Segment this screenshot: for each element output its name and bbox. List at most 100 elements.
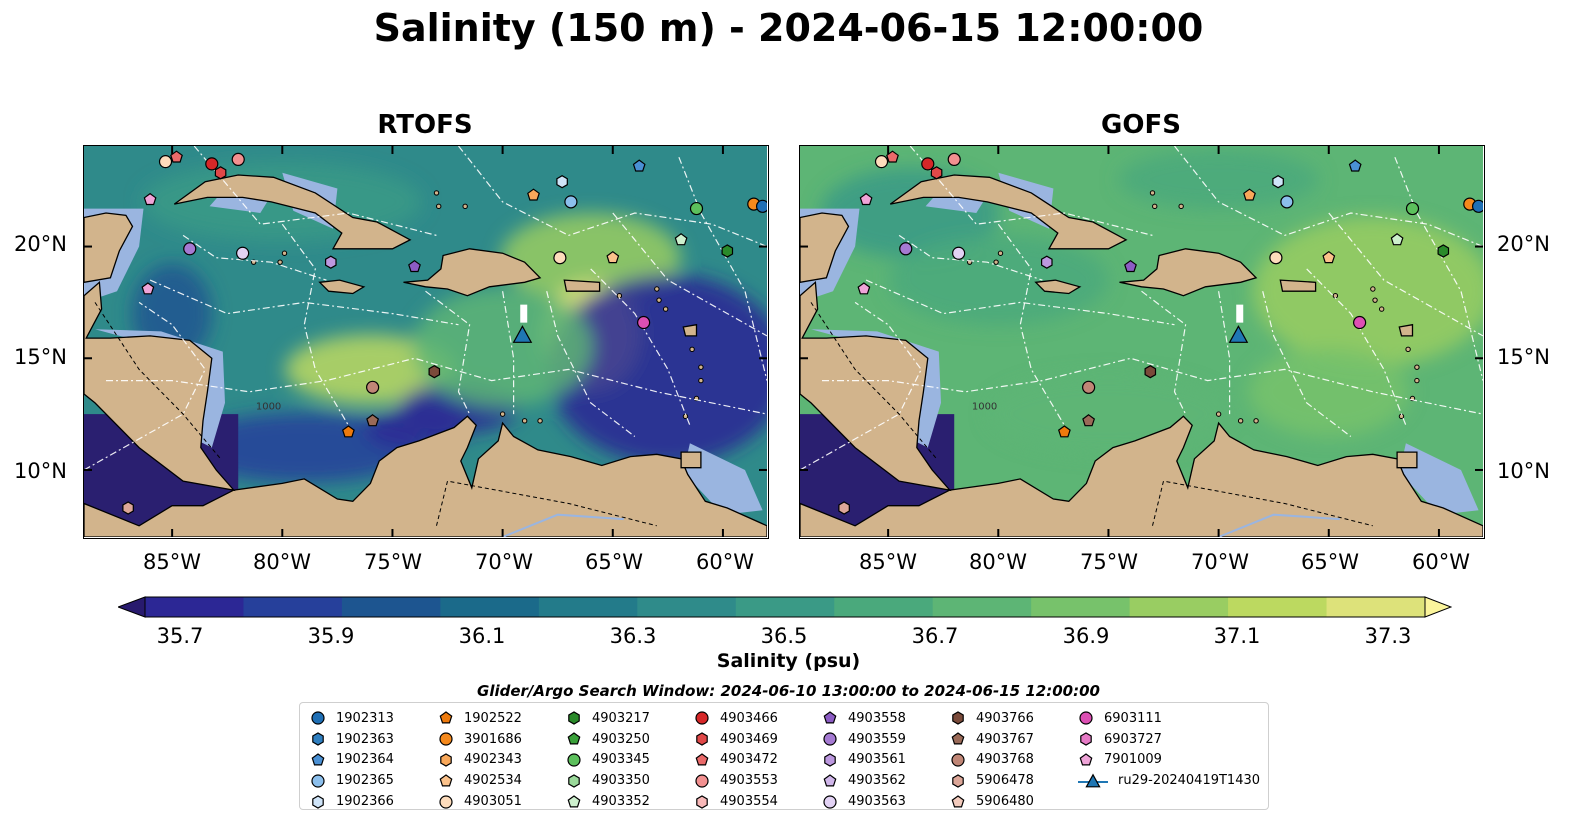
colorbar-tick-label: 36.3: [609, 624, 657, 648]
legend-label: 4903559: [848, 731, 906, 747]
legend-marker: [823, 774, 837, 787]
circle-marker-icon: [695, 711, 709, 725]
eez-boundary-line: [865, 279, 1175, 326]
colorbar-segment: [834, 597, 934, 617]
eez-boundary-line: [1328, 212, 1483, 337]
hexagon-marker-icon: [568, 711, 580, 726]
lon-tick-label: 75°W: [1080, 550, 1138, 574]
legend-column: 1902313 1902363 1902364 1902365 1902366: [310, 708, 440, 812]
legend-item: 4903469: [694, 729, 824, 750]
argo-float-marker: [366, 380, 380, 394]
island: [698, 364, 704, 370]
island: [698, 377, 704, 384]
island: [1178, 203, 1184, 210]
glider-marker: [512, 325, 533, 343]
legend-label: 5906480: [976, 794, 1034, 810]
lat-tick-label-right: 20°N: [1497, 232, 1550, 256]
circle-marker-icon: [439, 732, 453, 746]
legend-marker: [952, 774, 964, 788]
legend-marker: [823, 732, 837, 746]
legend-label: 1902363: [336, 731, 394, 747]
pentagon-marker-icon: [951, 794, 965, 808]
circle-marker-icon: [439, 794, 453, 809]
pentagon-marker-icon: [695, 753, 709, 766]
argo-float-marker: [1057, 425, 1071, 438]
colorbar-segment: [538, 597, 638, 617]
pentagon-marker-icon: [311, 753, 325, 766]
argo-float-marker: [952, 246, 966, 260]
legend-marker: [1079, 753, 1093, 766]
legend-column: 6903111 6903727 7901009 ru29-20240419T1430: [1078, 708, 1260, 791]
circle-marker-icon: [311, 774, 325, 788]
landmass-centralAmerica: [84, 280, 236, 492]
landmass-centralAmerica: [800, 280, 952, 492]
legend-label: ru29-20240419T1430: [1118, 773, 1261, 789]
island: [462, 203, 468, 210]
eez-boundary-line: [1306, 268, 1407, 426]
argo-float-marker: [1082, 380, 1096, 394]
eez-boundary-line: [800, 301, 922, 471]
island: [281, 250, 288, 256]
argo-float-marker: [637, 315, 651, 330]
argo-float-marker: [606, 250, 620, 264]
argo-float-marker: [1243, 188, 1256, 201]
legend-marker: [951, 794, 965, 808]
legend-item: 4903562: [822, 770, 952, 791]
colorbar-low-extension: [118, 596, 146, 618]
circle-marker-icon: [567, 753, 581, 767]
landmass-hispaniola: [1119, 248, 1258, 297]
legend-item: 4903217: [566, 708, 696, 729]
colorbar-segment: [1326, 597, 1426, 617]
lon-tick-label: 75°W: [364, 550, 422, 574]
landmass-hispaniola: [403, 248, 542, 297]
lat-tick-label-right: 15°N: [1497, 345, 1550, 369]
colorbar-tick-label: 37.3: [1364, 624, 1412, 648]
argo-float-marker: [1269, 251, 1283, 265]
hexagon-marker-icon: [696, 732, 708, 746]
glider-marker: [1228, 325, 1249, 343]
shelf-area: [683, 443, 763, 515]
legend-label: 4903562: [848, 773, 906, 789]
argo-float-marker: [1437, 244, 1450, 258]
island: [1372, 297, 1378, 303]
legend-label: 4903563: [848, 794, 906, 810]
hexagon-marker-icon: [312, 794, 324, 809]
lon-tick-label: 65°W: [1301, 550, 1359, 574]
eez-boundary-line: [106, 357, 767, 415]
legend-label: 1902522: [464, 710, 522, 726]
colorbar-segment: [243, 597, 343, 617]
island: [997, 250, 1004, 256]
legend-marker: [696, 794, 708, 809]
island: [1378, 306, 1385, 312]
legend-label: 6903111: [1104, 710, 1162, 726]
legend-column: 1902522 3901686 4902343 4902534 4903051: [438, 708, 568, 812]
lon-tick-label: 80°W: [253, 550, 311, 574]
argo-float-marker: [921, 157, 935, 171]
glider-legend-icon: [1078, 773, 1108, 788]
eez-boundary-line: [898, 234, 1043, 281]
argo-float-marker: [899, 242, 913, 256]
island: [689, 346, 695, 353]
legend-marker: [312, 732, 324, 746]
landmass-cuba: [173, 174, 412, 250]
circle-marker-icon: [311, 711, 325, 725]
argo-float-marker: [930, 166, 943, 180]
legend-marker: [823, 711, 837, 724]
colorbar-segment: [637, 597, 737, 617]
eez-boundary-line: [182, 234, 327, 281]
panel-title-rtofs: RTOFS: [377, 110, 473, 140]
legend-marker: [952, 711, 964, 726]
argo-float-marker: [1322, 250, 1336, 264]
argo-float-marker: [236, 246, 250, 260]
argo-float-marker: [721, 244, 734, 258]
lon-tick-label: 80°W: [969, 550, 1027, 574]
legend-item: 4903472: [694, 750, 824, 771]
legend-label: 4902343: [464, 752, 522, 768]
island: [499, 411, 506, 417]
legend-item: 4903768: [950, 750, 1080, 771]
colorbar-segment: [932, 597, 1032, 617]
eez-boundary-line: [193, 146, 437, 236]
pentagon-marker-icon: [823, 711, 837, 724]
island: [654, 286, 660, 292]
argo-float-marker: [1390, 233, 1404, 246]
